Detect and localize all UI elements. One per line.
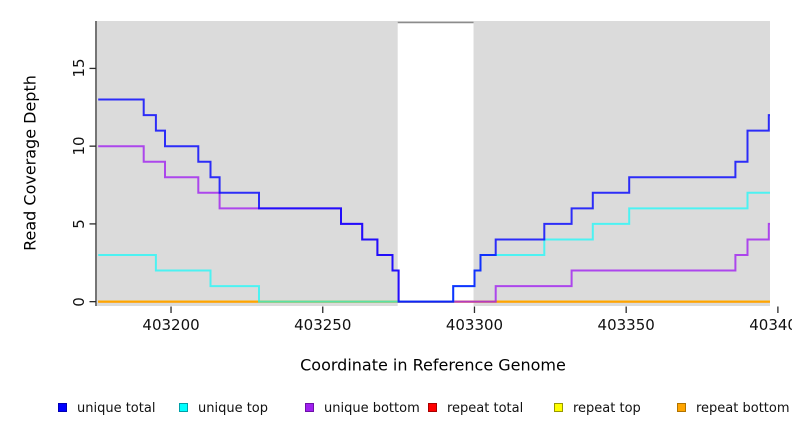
y-tick-label: 15 xyxy=(70,58,88,78)
legend-label-unique-bottom: unique bottom xyxy=(324,401,420,416)
x-tick-label: 403200 xyxy=(142,316,200,334)
series-unique-total xyxy=(98,98,770,303)
x-tick-label: 403250 xyxy=(294,316,352,334)
legend-label-repeat-total: repeat total xyxy=(447,401,524,416)
legend-label-unique-total: unique total xyxy=(77,401,156,416)
legend-swatch-unique-top xyxy=(179,403,188,412)
y-tick-label: 5 xyxy=(70,219,88,229)
x-tick-label: 403400 xyxy=(749,316,792,334)
x-tick-label: 403350 xyxy=(597,316,655,334)
legend-label-repeat-bottom: repeat bottom xyxy=(696,401,790,416)
x-axis-title: Coordinate in Reference Genome xyxy=(300,355,566,375)
y-tick-label: 0 xyxy=(70,296,88,307)
legend-swatch-repeat-total xyxy=(428,403,437,412)
legend-swatch-repeat-top xyxy=(554,403,563,412)
legend-label-repeat-top: repeat top xyxy=(573,401,641,416)
legend-swatch-unique-bottom xyxy=(305,403,314,412)
legend-swatch-repeat-bottom xyxy=(677,403,686,412)
y-axis-title: Read Coverage Depth xyxy=(20,75,40,251)
legend-label-unique-top: unique top xyxy=(198,401,269,416)
gap-band xyxy=(397,22,474,306)
legend-swatch-unique-total xyxy=(58,403,67,412)
x-tick-label: 403300 xyxy=(445,316,504,334)
y-tick-label: 10 xyxy=(70,136,88,156)
